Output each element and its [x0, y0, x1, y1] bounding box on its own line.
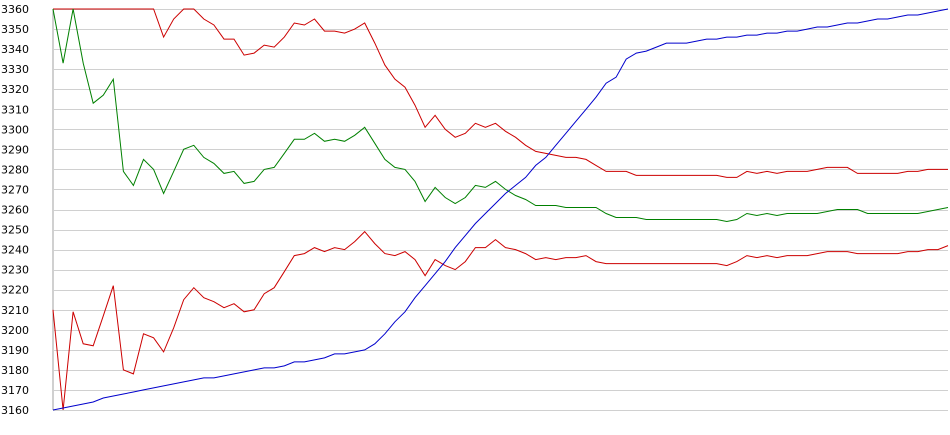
series-line-1	[53, 8, 948, 178]
y-tick-label: 3330	[1, 63, 29, 76]
y-tick-label: 3230	[1, 264, 29, 277]
y-tick-label: 3270	[1, 183, 29, 196]
y-tick-label: 3350	[1, 23, 29, 36]
y-tick-label: 3210	[1, 304, 29, 317]
y-tick-label: 3310	[1, 103, 29, 116]
y-tick-label: 3360	[1, 3, 29, 16]
y-tick-label: 3320	[1, 83, 29, 96]
series-line-4	[52, 8, 949, 411]
y-tick-label: 3200	[1, 324, 29, 337]
y-tick-labels: 3160 3170 3180 3190 3200 3210 3220 3230 3240 3250…	[1, 3, 29, 417]
series-layer	[52, 8, 949, 411]
y-tick-label: 3160	[1, 404, 29, 417]
grid-layer	[52, 9, 948, 411]
y-tick-label: 3290	[1, 143, 29, 156]
y-tick-label: 3220	[1, 284, 29, 297]
y-tick-label: 3340	[1, 43, 29, 56]
y-tick-label: 3250	[1, 224, 29, 237]
y-tick-label: 3280	[1, 163, 29, 176]
y-tick-label: 3170	[1, 384, 29, 397]
y-tick-label: 3190	[1, 344, 29, 357]
y-tick-label: 3180	[1, 364, 29, 377]
series-line-2	[52, 8, 949, 223]
y-tick-label: 3300	[1, 123, 29, 136]
y-tick-label: 3240	[1, 244, 29, 257]
series-line-3	[52, 230, 949, 411]
y-tick-label: 3260	[1, 204, 29, 217]
